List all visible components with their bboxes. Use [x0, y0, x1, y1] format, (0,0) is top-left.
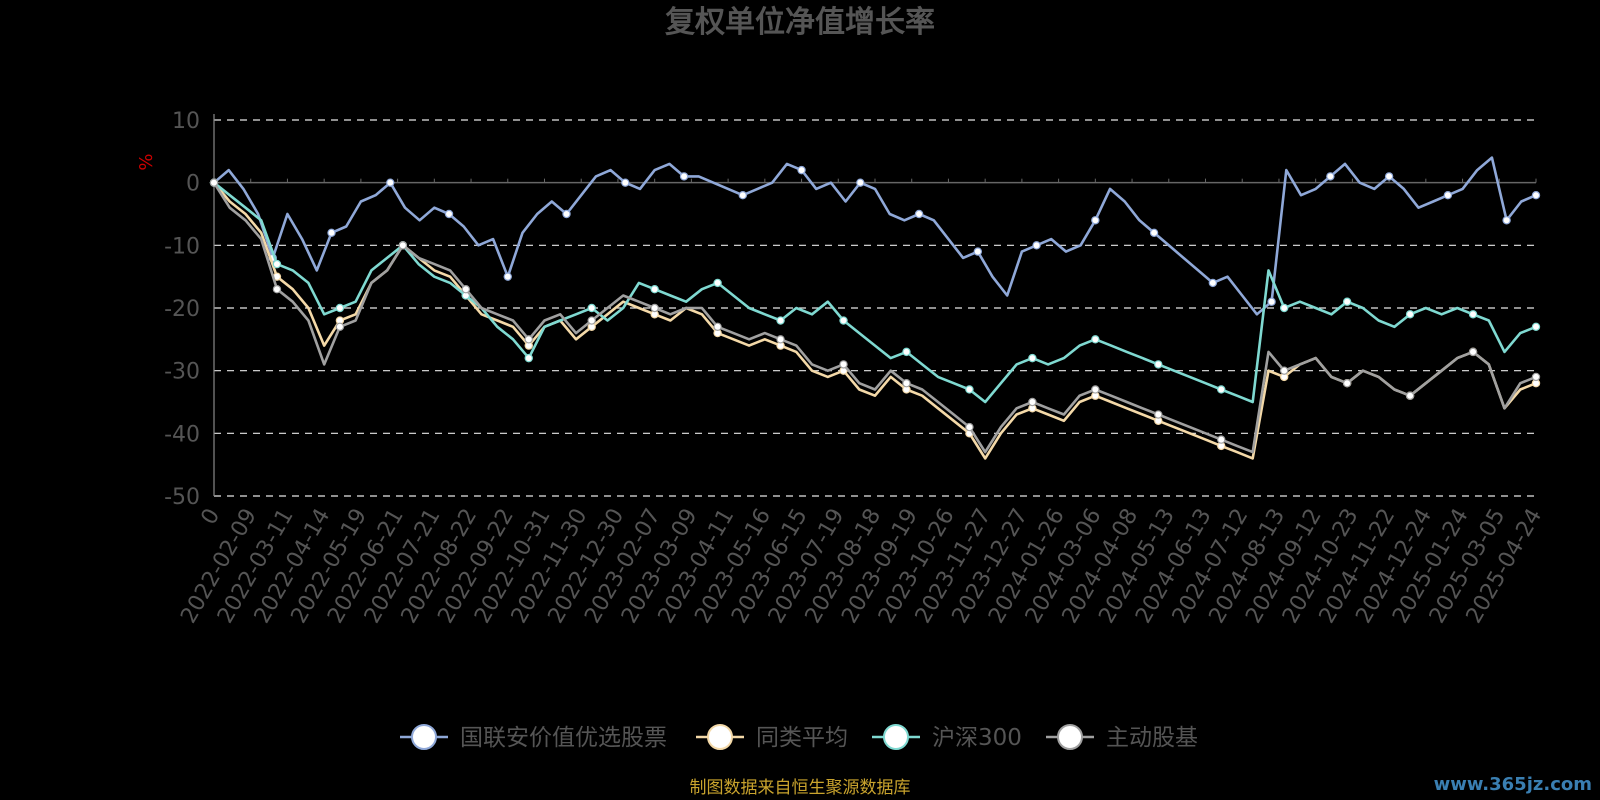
series-0-point-44	[856, 178, 865, 187]
series-0-point-64	[1149, 228, 1159, 237]
y-tick-label-6: -50	[164, 485, 200, 510]
series-lines	[209, 156, 1541, 460]
watermark: www.365jz.com	[1434, 774, 1592, 795]
series-3-point-80	[1468, 347, 1478, 357]
series-0-point-24	[562, 209, 571, 219]
series-3-point-16	[461, 285, 471, 294]
series-2-point-44	[902, 347, 911, 357]
series-0-point-88	[1502, 216, 1511, 225]
legend-label-0: 国联安价值优选股票	[460, 725, 667, 751]
y-tick-label-1: 0	[186, 172, 200, 197]
series-0-point-72	[1267, 297, 1276, 306]
series-0-point-12	[386, 178, 395, 187]
chart-title: 复权单位净值增长率	[665, 5, 935, 40]
series-2-point-52	[1028, 353, 1037, 363]
y-tick-label-2: -10	[164, 234, 200, 259]
legend-marker-3	[1057, 724, 1083, 750]
series-0-point-48	[914, 209, 924, 219]
series-0-point-56	[1032, 241, 1041, 250]
series-0-point-40	[797, 165, 806, 175]
x-tick-labels: 02022-02-092022-03-112022-04-142022-05-1…	[176, 178, 1547, 628]
x-tick-label-0: 0	[197, 505, 226, 530]
series-line-2	[213, 181, 1537, 404]
series-0-point-28	[621, 178, 630, 187]
series-3-point-32	[713, 322, 722, 331]
y-tick-label-0: 10	[172, 109, 200, 134]
series-3-point-48	[965, 422, 974, 432]
series-2-point-4	[272, 259, 282, 269]
series-2-point-40	[839, 316, 848, 325]
series-3-point-36	[776, 335, 785, 344]
series-0-point-76	[1326, 172, 1335, 181]
series-3-point-0	[209, 178, 219, 187]
series-3-point-68	[1279, 366, 1289, 375]
legend-label-3: 主动股基	[1106, 725, 1198, 751]
series-0-point-90	[1531, 190, 1541, 200]
legend-label-2: 沪深300	[932, 725, 1022, 751]
y-tick-label-3: -20	[164, 297, 200, 322]
series-2-point-48	[965, 385, 974, 394]
series-0-point-20	[503, 272, 512, 281]
series-3-point-40	[839, 360, 848, 369]
legend: 国联安价值优选股票 同类平均 沪深300 主动股基	[400, 724, 1198, 751]
series-2-point-24	[587, 303, 596, 313]
series-2-point-72	[1342, 297, 1352, 306]
source-note: 制图数据来自恒生聚源数据库	[690, 778, 911, 798]
series-2-point-64	[1217, 385, 1226, 394]
series-0-point-8	[327, 228, 336, 237]
series-2-point-76	[1405, 310, 1415, 319]
series-0-point-36	[738, 190, 748, 200]
series-line-3	[212, 182, 1537, 454]
y-axis-unit: %	[136, 153, 157, 170]
series-2-point-60	[1154, 360, 1163, 369]
series-3-point-52	[1028, 397, 1037, 407]
legend-marker-0	[411, 724, 437, 750]
series-3-point-8	[335, 322, 345, 331]
series-0-point-16	[444, 209, 454, 219]
series-3-point-20	[524, 335, 533, 344]
series-0-point-68	[1208, 278, 1218, 288]
series-0-point-80	[1384, 172, 1394, 181]
series-3-point-64	[1217, 435, 1226, 444]
series-2-point-20	[524, 353, 533, 363]
series-2-point-8	[335, 303, 345, 313]
series-2-point-84	[1531, 322, 1541, 331]
series-3-point-72	[1342, 379, 1352, 388]
series-3-point-12	[398, 241, 408, 250]
y-tick-labels: 10 0 -10 -20 -30 -40 -50	[164, 109, 200, 510]
series-3-point-44	[902, 379, 911, 388]
series-2-point-68	[1279, 303, 1289, 313]
series-2-point-32	[713, 278, 722, 288]
series-0-point-84	[1443, 190, 1453, 200]
series-3-point-24	[587, 316, 596, 325]
series-0-point-60	[1091, 216, 1100, 225]
series-0-point-32	[679, 172, 689, 181]
series-2-point-28	[650, 285, 659, 294]
y-tick-label-5: -40	[164, 422, 200, 447]
series-3-point-56	[1091, 385, 1100, 394]
y-tick-label-4: -30	[164, 360, 200, 385]
series-2-point-56	[1091, 335, 1100, 344]
series-3-point-4	[272, 285, 282, 294]
legend-marker-2	[883, 724, 909, 750]
series-0-point-52	[973, 247, 983, 256]
series-line-0	[213, 156, 1537, 316]
series-3-point-84	[1531, 372, 1541, 382]
legend-marker-1	[707, 724, 733, 750]
series-3-point-76	[1405, 391, 1415, 400]
series-3-point-60	[1154, 410, 1163, 419]
series-3-point-28	[650, 303, 659, 313]
series-2-point-36	[776, 316, 785, 325]
series-2-point-80	[1468, 310, 1478, 319]
legend-label-1: 同类平均	[756, 725, 848, 751]
series-line-1	[213, 181, 1537, 460]
